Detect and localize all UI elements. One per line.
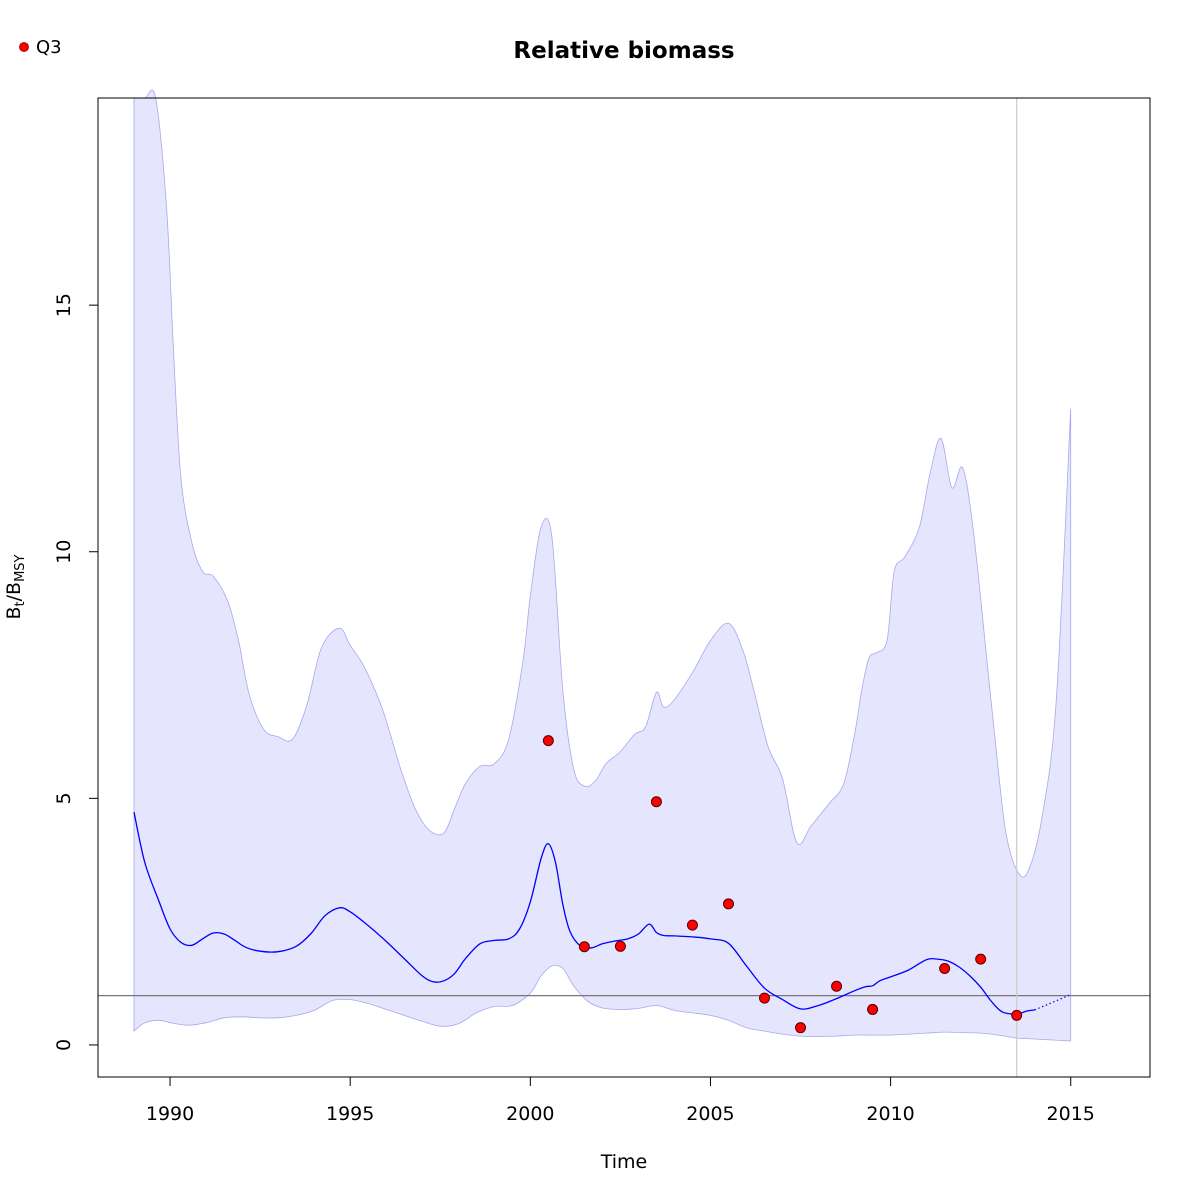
x-tick-label: 1995 <box>326 1103 374 1125</box>
y-tick-label: 0 <box>53 1039 75 1051</box>
x-tick-label: 2015 <box>1047 1103 1095 1125</box>
x-axis: 1990 1995 2000 2005 2010 2015 <box>146 1076 1095 1125</box>
q3-point <box>975 953 987 965</box>
y-axis-label-b: B <box>3 606 25 619</box>
y-tick-label: 5 <box>53 792 75 804</box>
q3-point <box>795 1022 807 1034</box>
y-axis-label-sub-msy: MSY <box>13 554 28 581</box>
q3-point <box>939 962 951 974</box>
plot-area <box>97 89 1151 1078</box>
biomass-projection-line <box>1034 994 1071 1011</box>
q3-point <box>542 735 554 747</box>
q3-point <box>614 940 626 952</box>
y-axis: 0 5 10 15 <box>53 293 99 1051</box>
y-axis-label-sub-t: t <box>13 601 28 606</box>
q3-point <box>578 941 590 953</box>
chart-title: Relative biomass <box>513 38 734 64</box>
y-axis-label-sep: /B <box>3 582 25 601</box>
q3-point <box>759 992 771 1004</box>
chart-legend: Q3 <box>19 37 62 58</box>
y-tick-label: 10 <box>53 540 75 564</box>
legend-marker-q3 <box>19 42 29 52</box>
q3-data-points <box>542 735 1023 1034</box>
y-axis-label: Bt/BMSY <box>3 554 28 619</box>
q3-point <box>867 1003 879 1015</box>
biomass-estimate-line <box>133 812 1035 1015</box>
q3-point <box>650 796 662 808</box>
x-tick-label: 2000 <box>506 1103 554 1125</box>
x-tick-label: 1990 <box>146 1103 194 1125</box>
confidence-band <box>133 89 1072 1042</box>
x-tick-label: 2010 <box>866 1103 914 1125</box>
y-tick-label: 15 <box>53 293 75 317</box>
q3-point <box>722 898 734 910</box>
x-tick-label: 2005 <box>686 1103 734 1125</box>
legend-label-q3: Q3 <box>36 37 62 58</box>
q3-point <box>831 980 843 992</box>
x-axis-label: Time <box>600 1151 648 1173</box>
q3-point <box>1011 1009 1023 1021</box>
q3-point <box>686 919 698 931</box>
